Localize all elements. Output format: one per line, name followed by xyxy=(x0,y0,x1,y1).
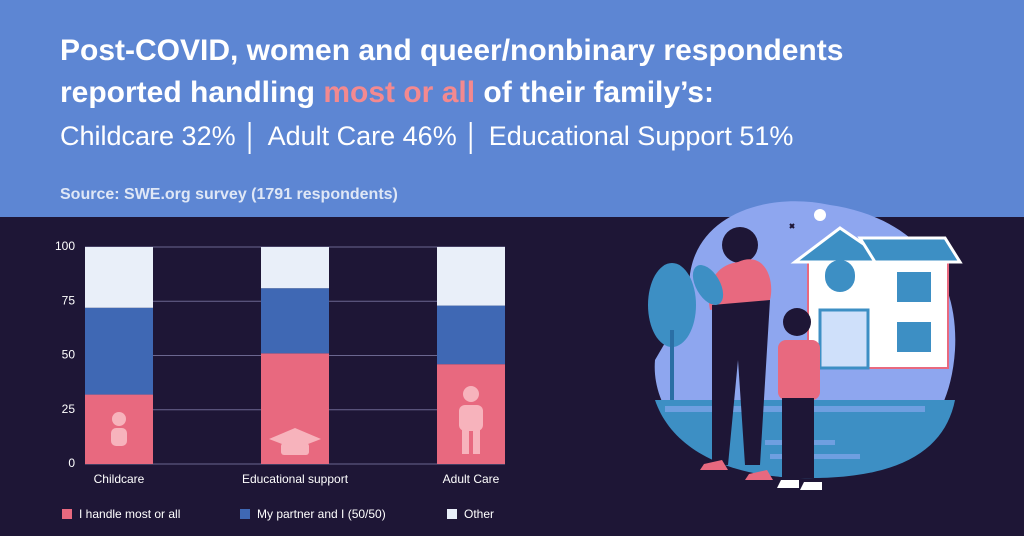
title-line: reported handling most or all of their f… xyxy=(60,76,714,109)
x-tick-label: Adult Care xyxy=(443,472,500,486)
y-tick-label: 0 xyxy=(68,456,75,470)
legend-label: Other xyxy=(464,507,494,521)
bar-segment xyxy=(85,307,153,395)
legend-label: I handle most or all xyxy=(79,507,180,521)
title-highlight: most or all xyxy=(323,76,475,109)
bar-icons xyxy=(111,386,483,455)
icon xyxy=(269,428,321,449)
bar-segment xyxy=(85,247,153,308)
title-text: of their family’s: xyxy=(475,76,714,109)
icon xyxy=(459,405,483,431)
legend-swatch xyxy=(240,509,250,519)
icon xyxy=(462,428,469,454)
subtitle: Childcare 32% Adult Care 46% Educational S… xyxy=(60,121,793,154)
y-tick-label: 25 xyxy=(62,402,76,416)
y-tick-label: 50 xyxy=(62,348,76,362)
bar-segment xyxy=(261,288,329,354)
source: Source: SWE.org survey (1791 respondents… xyxy=(60,186,398,203)
icon xyxy=(463,386,479,402)
subtitle-item: Adult Care 46% xyxy=(268,121,457,151)
legend-swatch xyxy=(62,509,72,519)
plot: 0 25 50 75 100 Childcare Educational support Ad… xyxy=(55,239,505,486)
legend-label: My partner and I (50/50) xyxy=(257,507,386,521)
title-line: Post-COVID, women and queer/nonbinary re… xyxy=(60,34,843,67)
icon xyxy=(112,412,126,426)
bar-segment xyxy=(261,247,329,289)
legend-swatch xyxy=(447,509,457,519)
x-tick-label: Educational support xyxy=(242,472,349,486)
header-band xyxy=(0,0,1024,217)
icon xyxy=(473,428,480,454)
icon xyxy=(111,428,127,446)
subtitle-item: Educational Support 51% xyxy=(489,121,794,151)
illustration xyxy=(648,201,963,490)
y-tick-label: 100 xyxy=(55,239,75,253)
x-tick-label: Childcare xyxy=(94,472,145,486)
subtitle-item: Childcare 32% xyxy=(60,121,236,151)
y-tick-label: 75 xyxy=(62,293,76,307)
bar-segment xyxy=(437,305,505,365)
bar-segment xyxy=(437,247,505,306)
icon xyxy=(281,443,309,455)
title-text: reported handling xyxy=(60,76,323,109)
legend: I handle most or all My partner and I (50… xyxy=(62,507,494,521)
